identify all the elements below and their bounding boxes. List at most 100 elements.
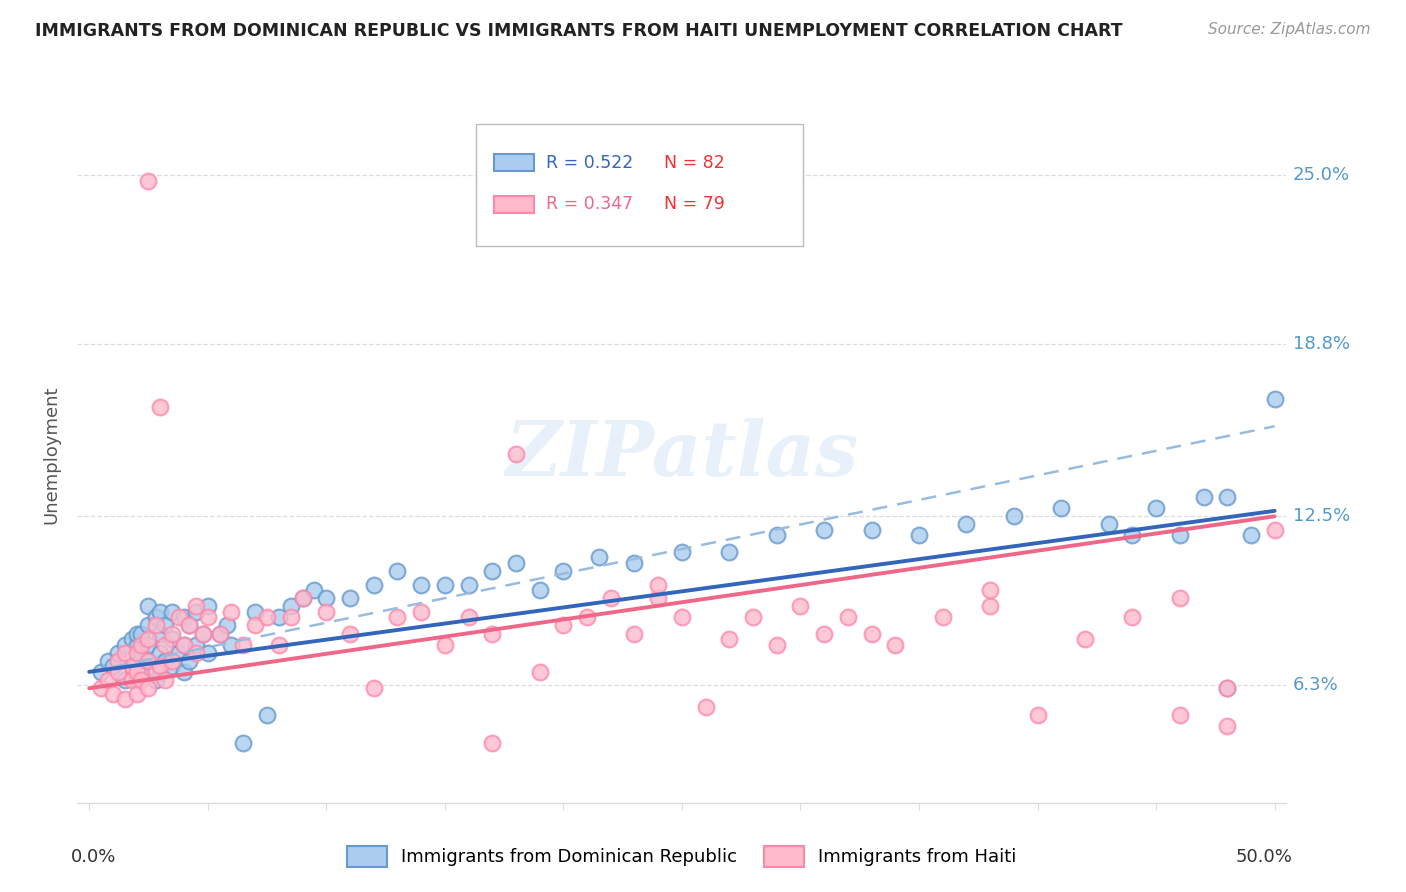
- Point: [267, 638, 290, 652]
- Point: [177, 618, 200, 632]
- Point: [131, 665, 153, 679]
- Point: [121, 632, 143, 646]
- Point: [647, 577, 669, 591]
- Point: [1264, 392, 1286, 406]
- Point: [138, 632, 160, 646]
- Point: [169, 646, 191, 660]
- Point: [149, 659, 172, 673]
- Point: [979, 599, 1001, 614]
- Point: [1240, 528, 1263, 542]
- Point: [184, 638, 207, 652]
- Point: [671, 545, 693, 559]
- Point: [184, 646, 207, 660]
- Point: [173, 638, 195, 652]
- Point: [931, 610, 953, 624]
- Point: [671, 610, 693, 624]
- Point: [169, 610, 191, 624]
- Point: [138, 654, 160, 668]
- Point: [1144, 501, 1167, 516]
- Point: [90, 665, 112, 679]
- Point: [121, 659, 143, 673]
- Point: [160, 659, 183, 673]
- Point: [145, 618, 167, 632]
- Point: [1216, 681, 1239, 696]
- Point: [149, 646, 172, 660]
- Text: N = 79: N = 79: [664, 195, 724, 213]
- Point: [291, 591, 314, 606]
- Point: [339, 626, 361, 640]
- Point: [243, 605, 266, 619]
- Point: [138, 618, 160, 632]
- Point: [1168, 528, 1191, 542]
- Point: [145, 665, 167, 679]
- Point: [149, 400, 172, 414]
- Point: [481, 564, 503, 578]
- Point: [505, 446, 527, 460]
- Point: [623, 556, 645, 570]
- Point: [125, 673, 148, 687]
- Text: IMMIGRANTS FROM DOMINICAN REPUBLIC VS IMMIGRANTS FROM HAITI UNEMPLOYMENT CORRELA: IMMIGRANTS FROM DOMINICAN REPUBLIC VS IM…: [35, 22, 1123, 40]
- Point: [813, 626, 835, 640]
- Point: [107, 646, 129, 660]
- Point: [138, 174, 160, 188]
- Point: [433, 638, 456, 652]
- Point: [304, 582, 326, 597]
- Point: [221, 605, 243, 619]
- Text: 12.5%: 12.5%: [1292, 508, 1350, 525]
- Point: [742, 610, 765, 624]
- Text: 6.3%: 6.3%: [1292, 676, 1339, 695]
- Point: [114, 673, 136, 687]
- Point: [1098, 517, 1121, 532]
- Point: [457, 610, 479, 624]
- Point: [884, 638, 907, 652]
- Point: [481, 626, 503, 640]
- Point: [149, 665, 172, 679]
- Point: [208, 626, 231, 640]
- Point: [121, 673, 143, 687]
- Point: [387, 564, 409, 578]
- Point: [387, 610, 409, 624]
- Point: [1216, 719, 1239, 733]
- Point: [125, 665, 148, 679]
- Point: [1121, 610, 1143, 624]
- Point: [955, 517, 977, 532]
- Point: [647, 591, 669, 606]
- Point: [131, 638, 153, 652]
- Point: [411, 577, 433, 591]
- Point: [131, 646, 153, 660]
- Point: [363, 577, 385, 591]
- Point: [125, 638, 148, 652]
- Point: [145, 610, 167, 624]
- Point: [177, 654, 200, 668]
- Point: [107, 665, 129, 679]
- Point: [695, 700, 717, 714]
- Point: [215, 618, 238, 632]
- Point: [1168, 708, 1191, 723]
- Point: [1026, 708, 1049, 723]
- Point: [256, 610, 278, 624]
- Text: Source: ZipAtlas.com: Source: ZipAtlas.com: [1208, 22, 1371, 37]
- Point: [107, 654, 129, 668]
- Point: [588, 550, 610, 565]
- Point: [243, 618, 266, 632]
- Point: [197, 599, 219, 614]
- Point: [125, 646, 148, 660]
- Point: [363, 681, 385, 696]
- Point: [160, 626, 183, 640]
- Point: [789, 599, 811, 614]
- Point: [553, 618, 575, 632]
- Point: [765, 528, 787, 542]
- Point: [529, 665, 551, 679]
- Point: [315, 605, 337, 619]
- Text: 0.0%: 0.0%: [72, 848, 117, 866]
- Point: [138, 654, 160, 668]
- Point: [114, 638, 136, 652]
- Point: [197, 610, 219, 624]
- Point: [908, 528, 931, 542]
- Point: [1192, 490, 1215, 504]
- Point: [131, 673, 153, 687]
- Point: [138, 638, 160, 652]
- Point: [1264, 523, 1286, 537]
- Point: [97, 654, 120, 668]
- Point: [979, 582, 1001, 597]
